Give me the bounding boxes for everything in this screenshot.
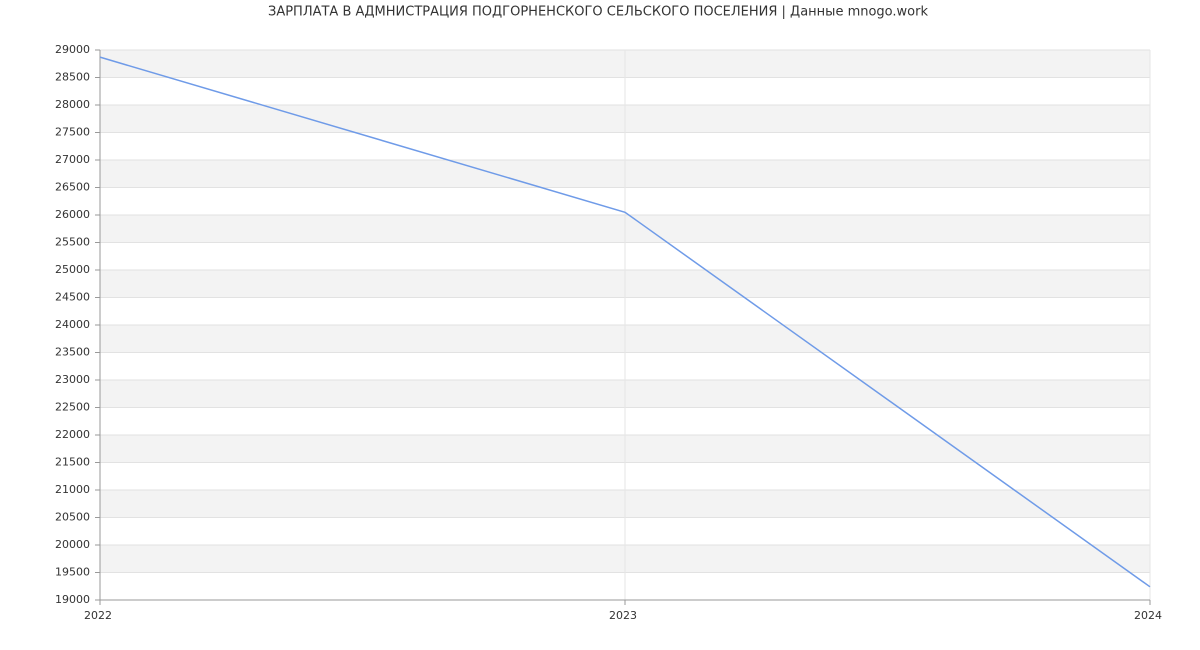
y-tick-label: 19500 — [55, 566, 90, 579]
y-tick-label: 24000 — [55, 318, 90, 331]
y-tick-label: 27500 — [55, 126, 90, 139]
y-tick-label: 25000 — [55, 263, 90, 276]
y-tick-label: 23000 — [55, 373, 90, 386]
y-tick-label: 26500 — [55, 181, 90, 194]
y-tick-label: 24500 — [55, 291, 90, 304]
y-tick-label: 28500 — [55, 71, 90, 84]
y-tick-label: 26000 — [55, 208, 90, 221]
y-tick-label: 22500 — [55, 401, 90, 414]
y-tick-label: 29000 — [55, 43, 90, 56]
y-tick-label: 20000 — [55, 538, 90, 551]
y-tick-label: 22000 — [55, 428, 90, 441]
x-tick-label: 2023 — [609, 609, 637, 622]
y-tick-label: 21500 — [55, 456, 90, 469]
y-tick-label: 20500 — [55, 511, 90, 524]
x-tick-label: 2024 — [1134, 609, 1162, 622]
y-tick-label: 19000 — [55, 593, 90, 606]
chart-title: ЗАРПЛАТА В АДМНИСТРАЦИЯ ПОДГОРНЕНСКОГО С… — [268, 5, 928, 20]
y-tick-label: 28000 — [55, 98, 90, 111]
y-tick-label: 25500 — [55, 236, 90, 249]
data-line — [99, 56, 1151, 588]
y-tick-label: 27000 — [55, 153, 90, 166]
y-tick-label: 21000 — [55, 483, 90, 496]
y-tick-label: 23500 — [55, 346, 90, 359]
x-tick-label: 2022 — [84, 609, 112, 622]
